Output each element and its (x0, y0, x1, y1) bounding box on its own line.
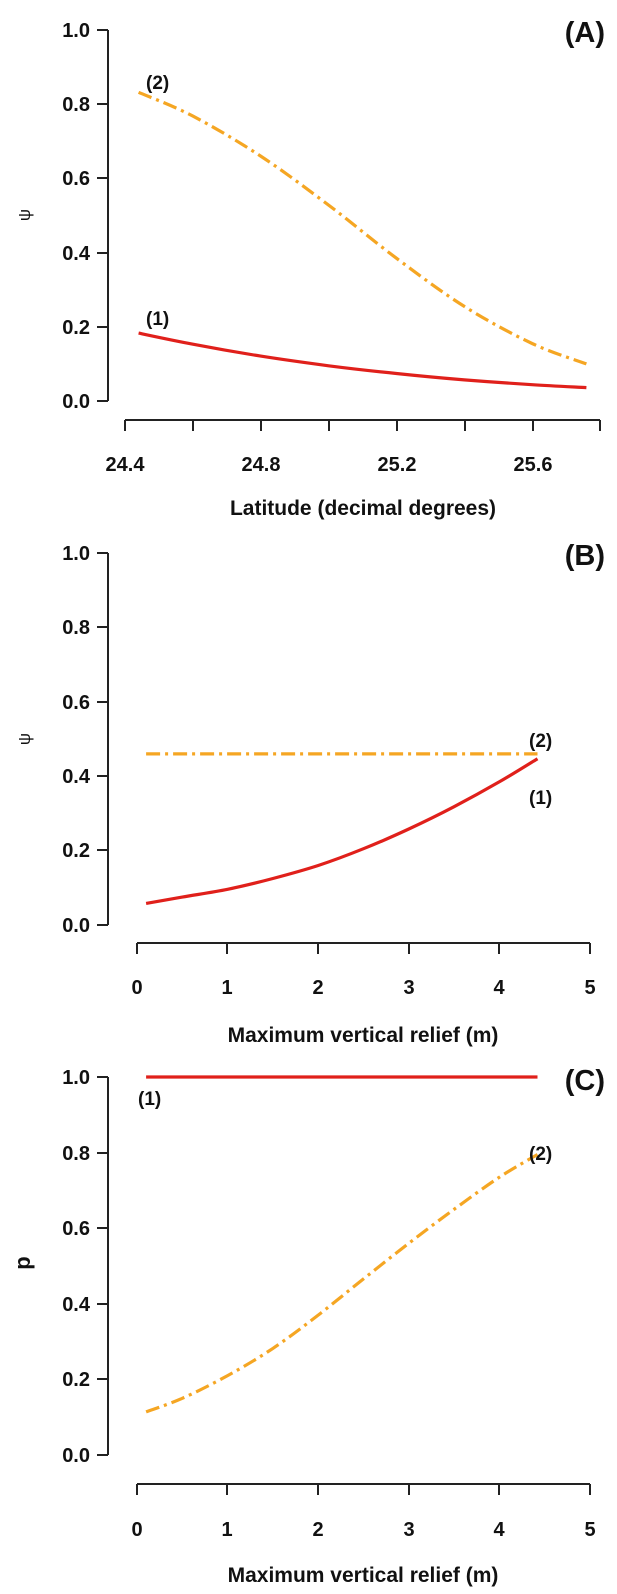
series-1-label: (1) (138, 1089, 161, 1110)
x-tick-label: 24.4 (106, 454, 146, 476)
panel-tag: (A) (565, 17, 605, 49)
series-1-line (145, 757, 539, 905)
y-tick-label: 0.0 (62, 391, 90, 413)
y-tick-label: 0.4 (62, 1294, 91, 1316)
x-axis-label: Maximum vertical relief (m) (228, 1564, 499, 1587)
series-2-label: (2) (529, 1144, 552, 1165)
series-1-line (138, 331, 587, 390)
x-tick-label: 0 (131, 1519, 142, 1541)
y-tick-label: 0.6 (62, 168, 90, 190)
series-2-line (145, 1153, 539, 1414)
series-1-label: (1) (146, 309, 169, 330)
y-tick-label: 1.0 (62, 1067, 90, 1089)
x-tick-label: 0 (131, 977, 142, 999)
y-tick-label: 0.0 (62, 1445, 90, 1467)
panel-tag: (B) (565, 540, 605, 572)
y-tick-label: 0.6 (62, 692, 90, 714)
x-tick-label: 5 (584, 977, 595, 999)
y-tick-label: 1.0 (62, 543, 90, 565)
series-2-label: (2) (529, 731, 552, 752)
y-axis-label: p (10, 1256, 35, 1269)
x-tick-label: 3 (403, 977, 414, 999)
x-tick-label: 2 (312, 1519, 323, 1541)
x-tick-label: 24.8 (242, 454, 281, 476)
panel-a: (A) ψ Latitude (decimal degrees) 0.0 0.2… (15, 17, 605, 520)
x-tick-label: 25.2 (378, 454, 417, 476)
x-tick-label: 25.6 (514, 454, 553, 476)
y-tick-label: 0.0 (62, 915, 90, 937)
x-tick-label: 4 (493, 977, 505, 999)
x-axis-label: Maximum vertical relief (m) (228, 1024, 499, 1047)
y-axis-label: ψ (15, 209, 34, 221)
x-tick-label: 5 (584, 1519, 595, 1541)
y-tick-label: 0.6 (62, 1218, 90, 1240)
series-2-line (137, 90, 587, 366)
y-tick-label: 0.2 (62, 840, 90, 862)
x-axis-label: Latitude (decimal degrees) (230, 497, 496, 520)
y-tick-label: 1.0 (62, 20, 90, 42)
y-axis-label: ψ (15, 733, 34, 745)
panel-tag: (C) (565, 1065, 605, 1097)
y-tick-label: 0.2 (62, 1369, 90, 1391)
x-tick-label: 4 (493, 1519, 505, 1541)
panel-c: (C) p Maximum vertical relief (m) 0.0 0.… (10, 1065, 605, 1587)
x-tick-label: 2 (312, 977, 323, 999)
panel-b: (B) ψ Maximum vertical relief (m) 0.0 0.… (15, 540, 605, 1047)
y-tick-label: 0.4 (62, 766, 91, 788)
series-2-label: (2) (146, 73, 169, 94)
x-tick-label: 3 (403, 1519, 414, 1541)
x-tick-label: 1 (221, 1519, 232, 1541)
y-tick-label: 0.2 (62, 317, 90, 339)
y-tick-label: 0.8 (62, 617, 90, 639)
y-tick-label: 0.4 (62, 243, 91, 265)
y-tick-label: 0.8 (62, 94, 90, 116)
y-tick-label: 0.8 (62, 1143, 90, 1165)
x-tick-label: 1 (221, 977, 232, 999)
series-1-label: (1) (529, 788, 552, 809)
